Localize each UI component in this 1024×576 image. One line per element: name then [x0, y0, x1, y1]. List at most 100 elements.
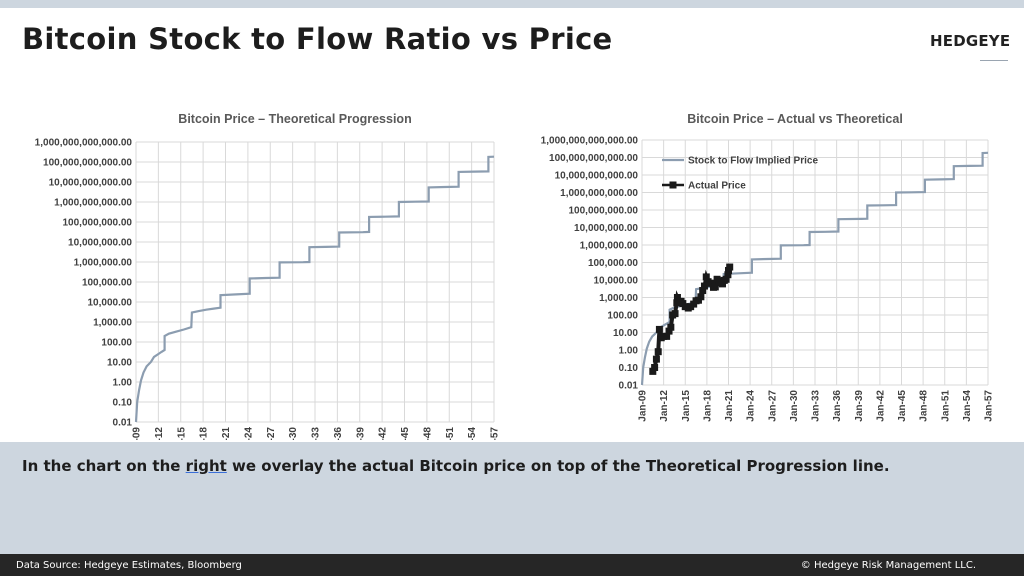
commentary-band	[0, 442, 1024, 554]
top-band	[0, 0, 1024, 8]
data-point-actual	[667, 323, 675, 331]
y-tick-label: 0.10	[113, 398, 133, 409]
data-point-actual	[654, 348, 662, 356]
y-tick-label: 1,000,000.00	[74, 258, 133, 269]
hedgeye-logo: HEDGEYE	[930, 32, 1011, 50]
x-tick-label: Jan-21	[221, 427, 232, 440]
page-title: Bitcoin Stock to Flow Ratio vs Price	[22, 22, 613, 56]
gridlines	[135, 141, 495, 423]
commentary-part: we overlay the actual Bitcoin price on t…	[226, 457, 890, 475]
x-tick-label: Jan-45	[400, 427, 411, 440]
data-point-actual	[655, 325, 663, 333]
y-tick-label: 0.01	[619, 381, 639, 392]
x-tick-label: Jan-30	[789, 390, 800, 422]
y-tick-label: 1,000,000,000,000.00	[541, 136, 639, 147]
y-tick-label: 0.10	[619, 363, 639, 374]
data-source-note: Data Source: Hedgeye Estimates, Bloomber…	[16, 560, 242, 571]
x-tick-label: Jan-27	[767, 390, 778, 422]
y-tick-label: 1,000.00	[599, 293, 638, 304]
x-tick-label: Jan-45	[897, 390, 908, 422]
data-point-actual	[652, 355, 660, 363]
x-tick-label: Jan-57	[490, 427, 501, 440]
y-tick-label: 1,000,000,000.00	[54, 198, 132, 209]
legend-label: Actual Price	[688, 181, 746, 192]
x-tick-label: Jan-33	[811, 390, 822, 422]
chart-title: Bitcoin Price – Actual vs Theoretical	[687, 112, 903, 126]
x-tick-label: Jan-51	[940, 390, 951, 422]
x-tick-label: Jan-51	[445, 427, 456, 440]
legend-label: Stock to Flow Implied Price	[688, 156, 818, 167]
data-point-actual	[702, 273, 710, 281]
x-tick-label: Jan-42	[378, 427, 389, 440]
y-tick-label: 1,000,000.00	[580, 241, 639, 252]
x-tick-label: Jan-36	[832, 390, 843, 422]
x-tick-label: Jan-09	[638, 390, 649, 422]
x-tick-label: Jan-18	[702, 390, 713, 422]
x-tick-label: Jan-39	[355, 427, 366, 440]
data-point-actual	[665, 327, 673, 335]
y-tick-label: 10,000,000.00	[68, 238, 132, 249]
footer-bar	[0, 554, 1024, 576]
y-tick-label: 0.01	[113, 418, 133, 429]
y-tick-label: 100,000,000.00	[62, 218, 132, 229]
data-point-actual	[711, 283, 719, 291]
y-tick-label: 100,000.00	[82, 278, 132, 289]
x-tick-label: Jan-39	[854, 390, 865, 422]
y-tick-label: 100,000.00	[588, 258, 638, 269]
x-tick-label: Jan-42	[875, 390, 886, 422]
y-tick-label: 1,000,000,000.00	[560, 188, 638, 199]
data-point-actual	[651, 364, 659, 371]
y-tick-label: 100,000,000,000.00	[549, 153, 638, 164]
y-tick-label: 10,000.00	[594, 276, 639, 287]
x-tick-label: Jan-33	[311, 427, 322, 440]
chart-actual-vs-theoretical: Bitcoin Price – Actual vs Theoretical 0.0…	[541, 112, 995, 422]
data-point-actual	[673, 294, 681, 301]
y-tick-label: 10.00	[107, 358, 132, 369]
data-point-actual	[724, 271, 732, 279]
y-tick-label: 1,000.00	[93, 318, 132, 329]
y-tick-label: 1,000,000,000,000.00	[35, 138, 133, 149]
x-tick-label: Jan-12	[154, 427, 165, 440]
y-tick-label: 100,000,000.00	[568, 206, 638, 217]
x-tick-label: Jan-18	[199, 427, 210, 440]
y-tick-label: 100.00	[607, 311, 638, 322]
x-tick-label: Jan-54	[467, 427, 478, 440]
chart-title: Bitcoin Price – Theoretical Progression	[178, 112, 411, 126]
y-tick-label: 10.00	[613, 328, 638, 339]
y-tick-label: 10,000.00	[88, 298, 133, 309]
x-tick-label: Jan-48	[919, 390, 930, 422]
y-tick-label: 10,000,000,000.00	[49, 178, 133, 189]
legend-swatch-actual-marker	[669, 181, 677, 189]
commentary-text: In the chart on the right we overlay the…	[22, 457, 890, 475]
data-point-actual	[671, 310, 679, 318]
x-tick-label: Jan-54	[962, 390, 973, 422]
x-tick-label: Jan-09	[132, 427, 143, 440]
chart-theoretical-progression: Bitcoin Price – Theoretical Progression 0…	[35, 112, 501, 440]
y-tick-label: 10,000,000.00	[574, 223, 638, 234]
x-tick-label: Jan-24	[746, 390, 757, 422]
commentary-part: In the chart on the	[22, 457, 186, 475]
data-point-actual	[700, 282, 708, 290]
x-tick-label: Jan-15	[176, 427, 187, 440]
y-tick-label: 1.00	[619, 346, 639, 357]
data-point-actual	[708, 279, 716, 287]
x-tick-label: Jan-12	[659, 390, 670, 422]
data-point-actual	[722, 275, 730, 283]
y-tick-label: 1.00	[113, 378, 133, 389]
data-point-actual	[649, 367, 657, 375]
logo-underline	[980, 60, 1008, 61]
series-line-theoretical	[134, 155, 495, 423]
series-line-theoretical	[640, 151, 989, 386]
x-tick-label: Jan-36	[333, 427, 344, 440]
y-tick-label: 10,000,000,000.00	[555, 171, 639, 182]
x-tick-label: Jan-57	[984, 390, 995, 422]
gridlines	[641, 139, 989, 386]
y-tick-label: 100.00	[101, 338, 132, 349]
x-tick-label: Jan-48	[422, 427, 433, 440]
x-tick-label: Jan-27	[266, 427, 277, 440]
x-tick-label: Jan-15	[681, 390, 692, 422]
copyright-note: © Hedgeye Risk Management LLC.	[800, 560, 976, 571]
data-point-actual	[726, 263, 734, 271]
y-tick-label: 100,000,000,000.00	[43, 158, 132, 169]
x-tick-label: Jan-21	[724, 390, 735, 422]
